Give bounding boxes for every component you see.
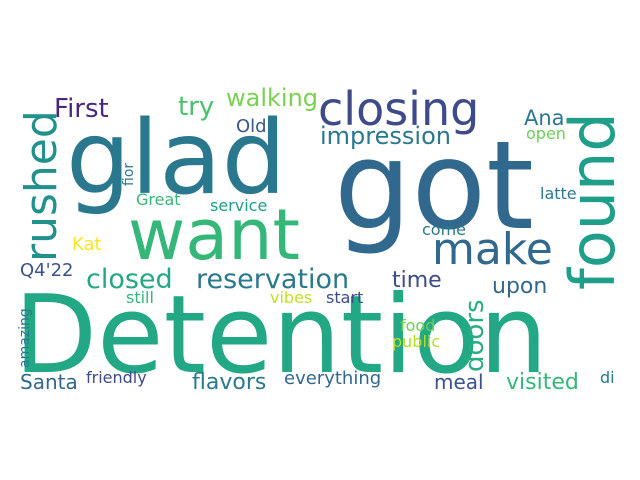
word-try: try: [178, 92, 215, 122]
word-glad: glad: [66, 99, 287, 218]
word-service: service: [210, 196, 268, 215]
word-fior: fior: [121, 162, 137, 186]
word-rushed: rushed: [16, 110, 67, 262]
word-flavors: flavors: [192, 370, 267, 395]
word-come: come: [422, 220, 467, 239]
word-still: still: [126, 288, 154, 307]
word-everything: everything: [284, 368, 382, 389]
word-amazing: amazing: [17, 308, 33, 368]
word-old: Old: [236, 116, 267, 137]
word-walking: walking: [226, 84, 319, 112]
word-santa: Santa: [20, 370, 78, 394]
word-time: time: [392, 268, 442, 293]
word-doors: doors: [460, 299, 490, 372]
word-reservation: reservation: [196, 264, 350, 295]
word-closed: closed: [86, 264, 173, 295]
word-great: Great: [136, 190, 181, 209]
word-closing: closing: [318, 82, 480, 136]
word-upon: upon: [492, 274, 548, 299]
word-make: make: [432, 224, 553, 275]
word-ana: Ana: [524, 106, 565, 130]
word-meal: meal: [434, 370, 484, 394]
word-latte: latte: [540, 184, 577, 203]
word-friendly: friendly: [86, 368, 147, 387]
word-first: First: [54, 94, 109, 124]
word-want: want: [128, 194, 300, 276]
word-detention: Detention: [14, 273, 548, 398]
word-q422: Q4'22: [20, 260, 74, 281]
word-di: di: [600, 368, 615, 387]
word-visited: visited: [506, 370, 579, 395]
word-vibes: vibes: [270, 288, 313, 307]
word-got: got: [334, 115, 534, 257]
word-food: food: [400, 316, 436, 335]
word-impression: impression: [320, 122, 451, 150]
word-open: open: [526, 124, 566, 143]
word-public: public: [392, 332, 441, 351]
word-kat: Kat: [72, 234, 102, 255]
word-start: start: [326, 288, 364, 307]
